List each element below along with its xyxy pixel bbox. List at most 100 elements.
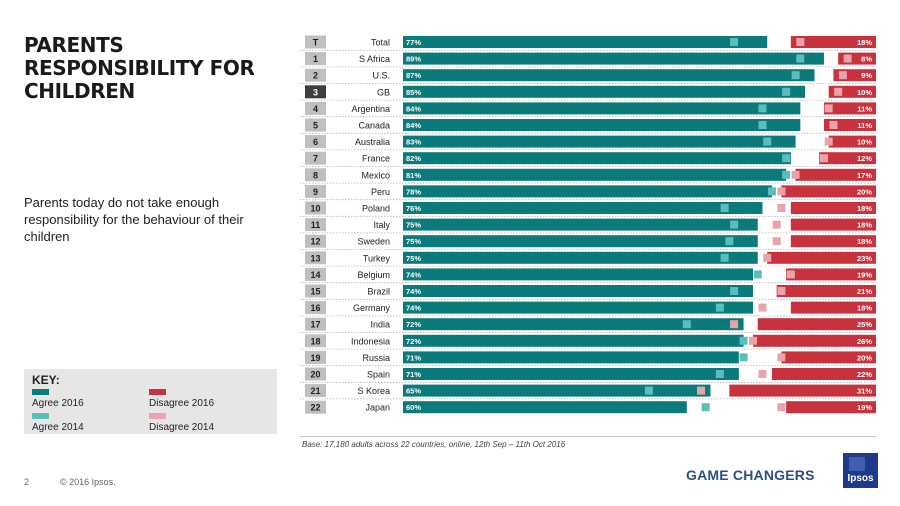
agree-value-japan: 60% [406,403,421,412]
disagree-bar-poland [790,202,876,214]
country-label-poland: Poland [362,204,390,214]
agree-value-spain: 71% [406,370,421,379]
country-label-s-korea: S Korea [357,386,390,396]
disagree-2014-marker-mexico [791,170,800,179]
disagree-bar-japan [786,401,876,414]
country-label-australia: Australia [355,137,390,147]
disagree-value-italy: 18% [857,221,872,230]
agree-2014-marker-peru [767,187,776,196]
legend-swatch-disagree-2014 [149,413,166,419]
disagree-2014-marker-s-korea [696,386,705,395]
disagree-bar-australia [828,135,876,148]
disagree-2014-marker-poland [777,204,786,212]
disagree-value-russia: 20% [857,353,872,362]
rank-label: 12 [310,237,320,247]
legend-disagree-2016: Disagree 2016 [149,389,214,409]
agree-bar-indonesia [403,334,744,347]
disagree-value-peru: 20% [857,187,872,196]
legend-agree-2016: Agree 2016 [32,389,84,409]
agree-2014-marker-brazil [730,287,739,295]
rank-label: 6 [313,137,318,147]
disagree-2014-marker-france [819,154,828,163]
logo-mark [849,457,865,471]
agree-bar-gb [403,85,806,98]
rank-box [305,267,326,281]
agree-2014-marker-argentina [758,104,767,113]
copyright: © 2016 Ipsos. [60,477,116,487]
disagree-value-poland: 18% [857,204,872,213]
agree-2014-marker-australia [763,137,772,146]
disagree-bar-s-korea [729,384,876,397]
agree-value-germany: 74% [406,304,421,313]
rank-box [305,234,326,248]
agree-value-indonesia: 72% [406,337,421,346]
disagree-value-spain: 22% [857,370,872,379]
agree-bar-france [403,152,791,165]
disagree-bar-india [757,318,876,331]
agree-2014-marker-mexico [782,170,791,179]
legend: KEY: Agree 2016 Disagree 2016 Agree 2014… [24,369,277,434]
rank-box [305,350,326,364]
disagree-bar-total [790,36,876,48]
rank-label: 8 [313,170,318,180]
country-label-canada: Canada [358,121,390,131]
rank-box [305,301,326,315]
country-label-italy: Italy [373,220,390,230]
agree-value-mexico: 81% [406,171,421,180]
rank-label: 22 [310,403,320,413]
agree-bar-poland [403,202,763,214]
rank-label: 18 [310,336,320,346]
agree-bar-s-africa [403,52,824,65]
rank-box [305,151,326,165]
disagree-bar-germany [790,301,876,314]
rank-box [305,251,326,265]
disagree-2014-marker-japan [777,403,786,412]
agree-bar-japan [403,401,687,414]
disagree-value-canada: 11% [857,121,872,130]
legend-disagree-2014: Disagree 2014 [149,413,214,433]
rank-label: 21 [310,386,320,396]
country-label-u-s-: U.S. [372,71,390,81]
base-note: Base: 17,180 adults across 22 countries,… [302,440,566,449]
disagree-bar-indonesia [753,334,876,347]
agree-value-belgium: 74% [406,270,421,279]
agree-2014-marker-canada [758,121,767,129]
country-label-brazil: Brazil [367,287,390,297]
country-label-japan: Japan [365,403,390,413]
agree-value-india: 72% [406,320,421,329]
disagree-bar-argentina [823,102,876,115]
agree-2014-marker-italy [730,220,739,229]
country-label-france: France [362,154,390,164]
agree-bar-turkey [403,251,758,264]
disagree-value-brazil: 21% [857,287,872,296]
agree-bar-argentina [403,102,801,115]
rank-label: 16 [310,303,320,313]
agree-bar-russia [403,351,739,364]
agree-bar-italy [403,218,758,231]
rank-box [305,400,326,414]
agree-2014-marker-poland [720,204,729,212]
country-label-indonesia: Indonesia [351,336,390,346]
agree-2014-marker-sweden [725,237,734,246]
disagree-2014-marker-sweden [772,237,781,246]
disagree-value-s-africa: 8% [861,55,872,64]
rank-label: 19 [310,353,320,363]
agree-value-total: 77% [406,38,421,47]
legend-label-disagree-2016: Disagree 2016 [149,398,215,409]
rank-box [305,85,326,99]
rank-box [305,218,326,232]
agree-value-france: 82% [406,154,421,163]
disagree-2014-marker-argentina [824,104,833,113]
agree-2014-marker-total [730,38,739,46]
rank-label: 15 [310,287,320,297]
rank-label: 2 [313,71,318,81]
disagree-2014-marker-india [730,320,739,329]
agree-value-australia: 83% [406,138,421,147]
agree-bar-belgium [403,268,754,281]
legend-label-agree-2014: Agree 2014 [32,422,84,433]
disagree-value-mexico: 17% [857,171,872,180]
disagree-value-argentina: 11% [857,104,872,113]
agree-value-poland: 76% [406,204,421,213]
rank-box [305,334,326,348]
legend-swatch-agree-2014 [32,413,49,419]
